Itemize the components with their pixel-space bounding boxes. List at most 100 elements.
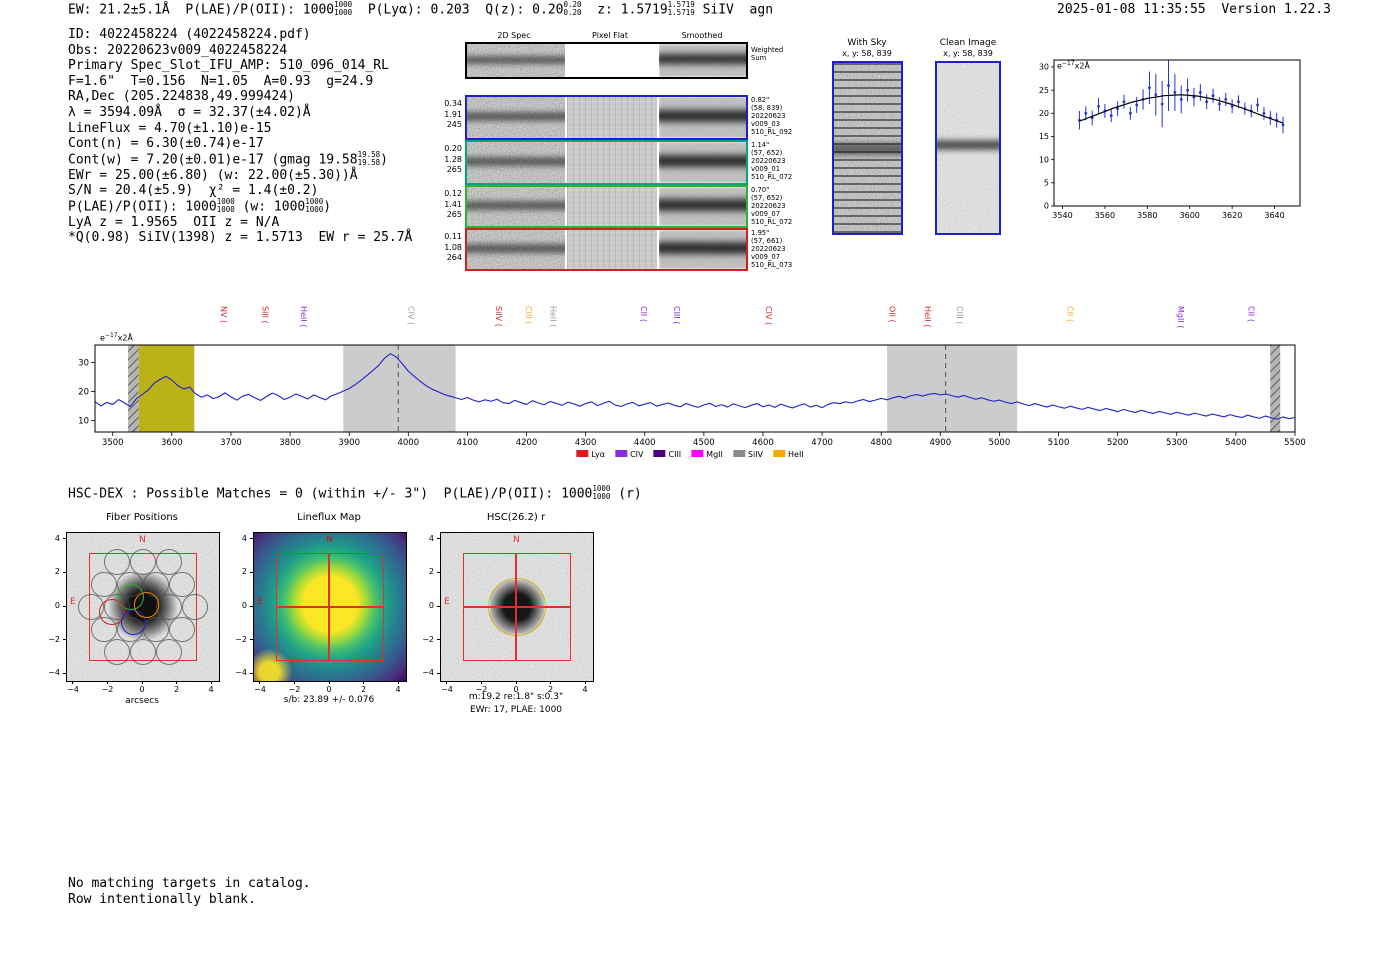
svg-text:30: 30 xyxy=(1039,63,1049,72)
svg-text:25: 25 xyxy=(1039,86,1049,95)
lineflux-map-plot: N E xyxy=(253,532,407,682)
z-minmax-fraction: 1.5719 1.5719 xyxy=(667,0,695,17)
svg-text:3700: 3700 xyxy=(220,438,242,448)
info-id: ID: 4022458224 (4022458224.pdf) xyxy=(68,27,311,42)
fiber-positions-title: Fiber Positions xyxy=(106,512,178,523)
fiber-id-labels: 0.82" (58, 839) 20220623 v009_03 510_RL_092 xyxy=(751,96,793,136)
footer-line-2: Row intentionally blank. xyxy=(68,891,256,907)
spectral-line-label: NV ( xyxy=(219,306,228,323)
fiber-xlabel: arcsecs xyxy=(125,696,159,706)
y-tick-mark xyxy=(250,639,253,641)
north-marker: N xyxy=(326,535,333,545)
plya-qz: P(Lyα): 0.203 Q(z): 0.20 xyxy=(352,2,564,18)
y-tick-label: −4 xyxy=(235,668,247,678)
y-tick-label: 4 xyxy=(241,533,247,543)
y-tick-mark xyxy=(63,571,66,573)
fiber-circle xyxy=(155,549,182,576)
with-sky-title: With Sky xyxy=(847,38,887,48)
info-cont-n: Cont(n) = 6.30(±0.74)e-17 xyxy=(68,136,264,152)
info-plae: P(LAE)/P(OII): 1000 1000 1000 (w: 1000 1000… xyxy=(68,196,332,215)
svg-text:0: 0 xyxy=(1044,202,1049,211)
svg-text:4500: 4500 xyxy=(693,438,715,448)
y-tick-mark xyxy=(250,538,253,540)
x-tick-mark xyxy=(328,681,330,684)
x-tick-mark xyxy=(446,681,448,684)
spectral-line-label: CII ( xyxy=(1247,306,1256,322)
fiber-weight-labels: 0.20 1.28 265 xyxy=(444,144,462,174)
source-band xyxy=(937,139,999,150)
svg-text:4400: 4400 xyxy=(634,438,656,448)
spectral-trace-band xyxy=(659,242,746,254)
x-tick-label: −2 xyxy=(475,685,488,694)
y-tick-mark xyxy=(63,639,66,641)
y-tick-label: −4 xyxy=(48,668,60,678)
x-tick-mark xyxy=(259,681,261,684)
svg-text:4800: 4800 xyxy=(870,438,892,448)
info-lineflux: LineFlux = 4.70(±1.10)e-15 xyxy=(68,120,272,136)
clean-image-coords: x, y: 58, 839 xyxy=(943,49,993,58)
y-tick-label: 0 xyxy=(241,601,247,610)
legend-swatch xyxy=(576,450,589,457)
y-tick-label: 2 xyxy=(241,567,247,577)
legend-item: HeII xyxy=(773,450,804,459)
info-cont-w: Cont(w) = 7.20(±0.01)e-17 (gmag 19.58 19.… xyxy=(68,149,388,168)
svg-text:4200: 4200 xyxy=(516,438,538,448)
y-tick-label: 2 xyxy=(428,567,434,577)
x-tick-mark xyxy=(515,681,517,684)
svg-text:3600: 3600 xyxy=(161,438,183,448)
pixel-flat-image xyxy=(567,44,657,77)
svg-text:5500: 5500 xyxy=(1284,438,1306,448)
spectral-line-label: CIV ( xyxy=(764,306,773,325)
legend-swatch xyxy=(732,450,745,457)
y-tick-label: 2 xyxy=(54,567,60,577)
pixel-flat-image xyxy=(567,97,657,138)
z-value: z: 1.5719 xyxy=(581,2,668,18)
y-tick-mark xyxy=(437,571,440,573)
x-tick-label: 4 xyxy=(208,685,214,694)
y-tick-label: 4 xyxy=(54,533,60,543)
y-tick-mark xyxy=(250,571,253,573)
timestamp-version: 2025-01-08 11:35:55 Version 1.22.3 xyxy=(1057,2,1331,17)
spectral-line-label: HeII ( xyxy=(548,306,557,327)
spec2d-image xyxy=(467,142,565,183)
source-band xyxy=(834,142,901,155)
spectral-line-label: CIV ( xyxy=(407,306,416,325)
svg-text:3900: 3900 xyxy=(338,438,360,448)
spectral-trace-band xyxy=(659,53,746,65)
svg-text:3500: 3500 xyxy=(102,438,124,448)
legend-item: SiIV xyxy=(732,450,763,459)
fiber-circle xyxy=(130,638,156,665)
fiber-circle xyxy=(104,549,131,576)
fiber-circle xyxy=(155,638,182,665)
pixel-flat-image xyxy=(567,142,657,183)
x-tick-mark xyxy=(363,681,365,684)
x-tick-label: −4 xyxy=(254,685,266,694)
x-tick-mark xyxy=(584,681,586,684)
svg-text:30: 30 xyxy=(78,358,89,368)
spectral-trace-band xyxy=(467,244,565,253)
svg-text:5100: 5100 xyxy=(1048,438,1070,448)
x-tick-mark xyxy=(293,681,295,684)
line-id-class: SiIV agn xyxy=(694,2,774,18)
with-sky-image xyxy=(832,61,903,235)
legend-item: Lyα xyxy=(576,450,605,459)
svg-text:20: 20 xyxy=(1039,109,1049,118)
spec2d-image xyxy=(467,44,565,77)
svg-text:4000: 4000 xyxy=(397,438,419,448)
y-tick-mark xyxy=(437,672,440,674)
north-marker: N xyxy=(513,535,520,545)
y-tick-mark xyxy=(250,672,253,674)
spectral-line-label: HeII ( xyxy=(299,306,308,327)
y-tick-mark xyxy=(63,672,66,674)
svg-text:5: 5 xyxy=(1044,179,1049,188)
x-tick-label: 0 xyxy=(326,685,332,694)
east-marker: E xyxy=(444,597,450,607)
x-tick-mark xyxy=(397,681,399,684)
crosshair-horizontal xyxy=(463,606,571,608)
x-tick-mark xyxy=(141,681,143,684)
x-tick-mark xyxy=(480,681,482,684)
crosshair-horizontal xyxy=(276,606,384,608)
svg-text:3600: 3600 xyxy=(1180,211,1200,220)
spectral-line-label: CIII ( xyxy=(524,306,533,324)
smoothed-image xyxy=(659,44,746,77)
